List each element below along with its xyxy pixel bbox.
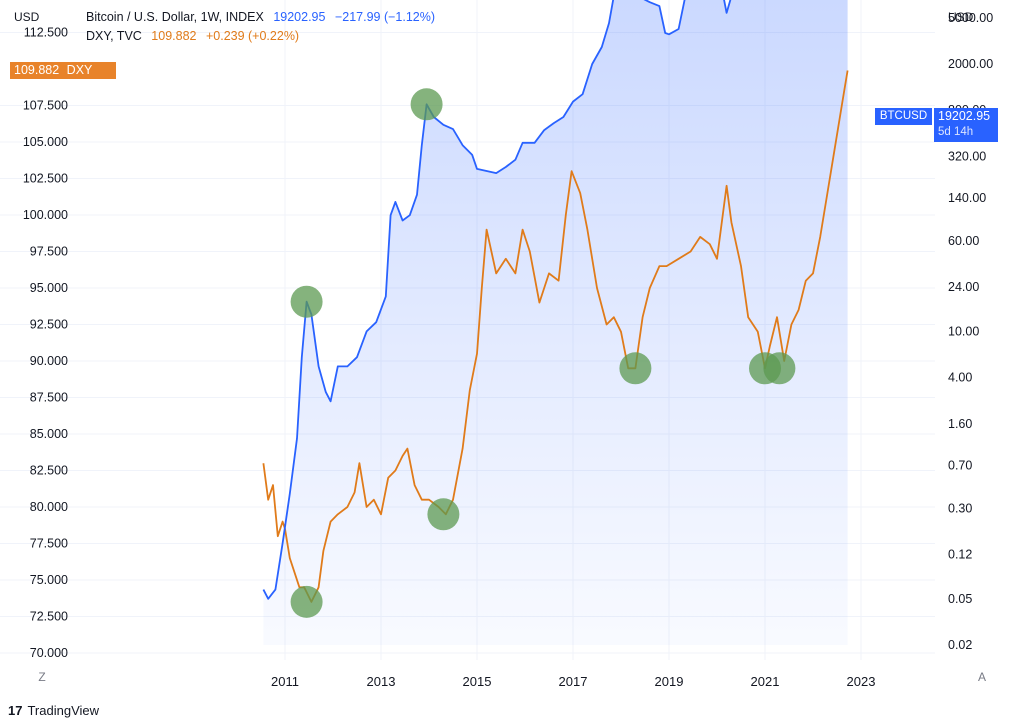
right-tick-label: 0.30 <box>948 501 972 515</box>
btc-area-fill <box>263 0 848 645</box>
right-tick-label: 0.70 <box>948 459 972 473</box>
series-lines <box>262 0 849 603</box>
tradingview-name: TradingView <box>27 703 100 718</box>
legend-btc[interactable]: Bitcoin / U.S. Dollar, 1W, INDEX 19202.9… <box>86 10 435 24</box>
right-tick-label: 2000.00 <box>948 57 993 71</box>
left-tick-label: 112.500 <box>24 26 68 40</box>
extreme-marker <box>290 585 323 618</box>
left-tick-label: 90.000 <box>30 354 68 368</box>
x-tick-label: 2015 <box>463 674 492 689</box>
left-tick-label: 107.500 <box>23 99 68 113</box>
left-tick-label: 75.000 <box>30 573 68 587</box>
extreme-marker <box>410 88 443 121</box>
legend-btc-name: Bitcoin / U.S. Dollar, 1W, INDEX <box>86 10 264 24</box>
btc-line[interactable] <box>262 0 847 600</box>
right-tick-label: 0.05 <box>948 592 972 606</box>
legend-dxy-change: +0.239 (+0.22%) <box>205 29 300 43</box>
left-axis-unit: USD <box>14 10 40 24</box>
left-tick-label: 100.000 <box>23 208 68 222</box>
right-tick-label: 0.12 <box>948 548 972 562</box>
right-tick-label: 60.00 <box>948 234 979 248</box>
left-scale-button[interactable]: Z <box>38 670 46 684</box>
left-tick-label: 92.500 <box>30 318 68 332</box>
dxy-price-label: DXY <box>66 63 93 77</box>
legend-btc-change: −217.99 (−1.12%) <box>334 10 436 24</box>
dxy-price-value: 109.882 <box>14 63 60 77</box>
left-tick-label: 95.000 <box>30 281 68 295</box>
btc-symbol-tag: BTCUSD <box>875 108 932 125</box>
left-tick-label: 97.500 <box>30 245 68 259</box>
left-tick-label: 82.500 <box>30 464 68 478</box>
right-tick-label: 320.00 <box>948 149 986 163</box>
right-tick-label: 4.00 <box>948 371 972 385</box>
left-tick-label: 77.500 <box>30 537 68 551</box>
x-tick-label: 2021 <box>751 674 780 689</box>
left-tick-label: 85.000 <box>30 427 68 441</box>
extreme-marker <box>619 352 652 385</box>
left-tick-label: 105.000 <box>23 135 68 149</box>
extreme-marker <box>427 498 460 531</box>
x-tick-label: 2013 <box>367 674 396 689</box>
btc-area <box>263 0 848 645</box>
right-tick-label: 5000.00 <box>948 11 993 25</box>
right-tick-label: 0.02 <box>948 638 972 652</box>
x-tick-label: 2023 <box>847 674 876 689</box>
extreme-marker <box>763 352 796 385</box>
dxy-price-tag: 109.882 DXY <box>10 62 116 79</box>
tradingview-branding[interactable]: 17 TradingView <box>8 703 99 718</box>
left-tick-label: 102.500 <box>23 172 68 186</box>
x-tick-label: 2019 <box>655 674 684 689</box>
tradingview-logo-icon: 17 <box>8 703 23 718</box>
extreme-marker <box>290 285 323 318</box>
legend-dxy[interactable]: DXY, TVC 109.882 +0.239 (+0.22%) <box>86 29 299 43</box>
dxy-line[interactable] <box>262 70 849 603</box>
left-tick-label: 70.000 <box>30 646 68 660</box>
extreme-markers <box>290 88 796 618</box>
auto-scale-button[interactable]: A <box>977 670 986 684</box>
right-tick-label: 1.60 <box>948 417 972 431</box>
axis-labels: 70.000 72.500 75.000 77.500 80.000 82.500 85.0… <box>23 11 993 689</box>
right-tick-label: 140.00 <box>948 191 986 205</box>
legend-dxy-value: 109.882 <box>151 29 197 43</box>
legend-btc-value: 19202.95 <box>273 10 326 24</box>
btc-price-tag: 19202.95 5d 14h <box>934 108 998 142</box>
left-tick-label: 80.000 <box>30 500 68 514</box>
left-tick-label: 72.500 <box>30 610 68 624</box>
x-tick-label: 2011 <box>271 674 299 689</box>
x-tick-label: 2017 <box>559 674 588 689</box>
left-tick-label: 87.500 <box>30 391 68 405</box>
legend-dxy-name: DXY, TVC <box>86 29 142 43</box>
right-axis-unit: USD <box>948 10 974 24</box>
right-tick-label: 24.00 <box>948 280 979 294</box>
btc-countdown: 5d 14h <box>938 126 974 138</box>
right-tick-label: 10.00 <box>948 324 979 338</box>
btc-price-value: 19202.95 <box>938 109 991 123</box>
